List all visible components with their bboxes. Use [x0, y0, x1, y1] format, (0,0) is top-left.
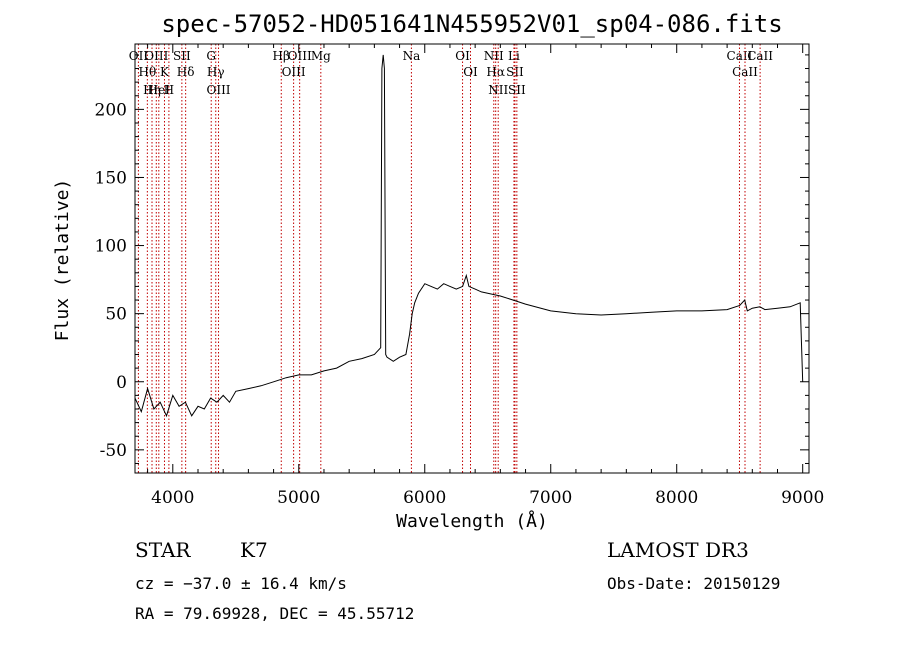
coordinates: RA = 79.69928, DEC = 45.55712 — [135, 604, 415, 623]
line-label: SII — [173, 49, 191, 63]
y-tick-label: 150 — [95, 168, 127, 188]
line-label: NII — [488, 83, 508, 97]
line-label: SII — [506, 65, 524, 79]
line-label: CaII — [727, 49, 753, 63]
y-tick-label: 100 — [95, 237, 127, 257]
x-axis: 4000 5000 6000 7000 8000 9000 — [147, 44, 824, 508]
x-axis-label: Wavelength (Å) — [396, 510, 548, 532]
redshift-text: cz = −37.0 ± 16.4 km/s — [135, 574, 347, 593]
y-tick-label: 0 — [116, 373, 127, 393]
line-label: G — [206, 49, 216, 63]
object-subclass: K7 — [240, 538, 268, 562]
line-label: Hθ — [138, 65, 156, 79]
spectrum-series — [134, 54, 804, 418]
y-tick-label: 200 — [95, 100, 127, 120]
line-label: OII — [129, 49, 149, 63]
line-label: K — [160, 65, 170, 79]
line-label: OIII — [288, 49, 312, 63]
line-label: Na — [403, 49, 421, 63]
line-label: OI — [463, 65, 478, 79]
line-label: NII — [484, 49, 504, 63]
line-label: H — [164, 83, 174, 97]
line-label: Hβ — [273, 49, 290, 63]
plot-frame — [134, 43, 810, 474]
line-label: CaII — [747, 49, 773, 63]
line-label: OIII — [206, 83, 230, 97]
line-label: CaII — [732, 65, 758, 79]
x-tick-label: 6000 — [403, 488, 446, 508]
x-tick-label: 8000 — [655, 488, 698, 508]
line-label: Hδ — [177, 65, 195, 79]
line-label: OIII — [144, 49, 168, 63]
line-label: OI — [455, 49, 470, 63]
line-label: Hα — [486, 65, 505, 79]
y-tick-label: 50 — [105, 305, 127, 325]
line-label: Hγ — [207, 65, 225, 79]
y-tick-label: -50 — [100, 441, 127, 461]
object-class: STAR — [135, 538, 191, 562]
line-label: OIII — [282, 65, 306, 79]
line-label: SII — [508, 83, 526, 97]
x-tick-label: 9000 — [781, 488, 824, 508]
chart-title: spec-57052-HD051641N455952V01_sp04-086.f… — [161, 10, 782, 38]
x-tick-label: 4000 — [151, 488, 194, 508]
line-label: Li — [508, 49, 520, 63]
survey-name: LAMOST DR3 — [607, 538, 749, 562]
x-tick-label: 5000 — [277, 488, 320, 508]
y-axis-label: Flux (relative) — [52, 179, 73, 342]
x-tick-label: 7000 — [529, 488, 572, 508]
y-axis: -50 0 50 100 150 200 — [95, 54, 809, 464]
obs-date: Obs-Date: 20150129 — [607, 574, 781, 593]
line-label: Mg — [311, 49, 331, 63]
